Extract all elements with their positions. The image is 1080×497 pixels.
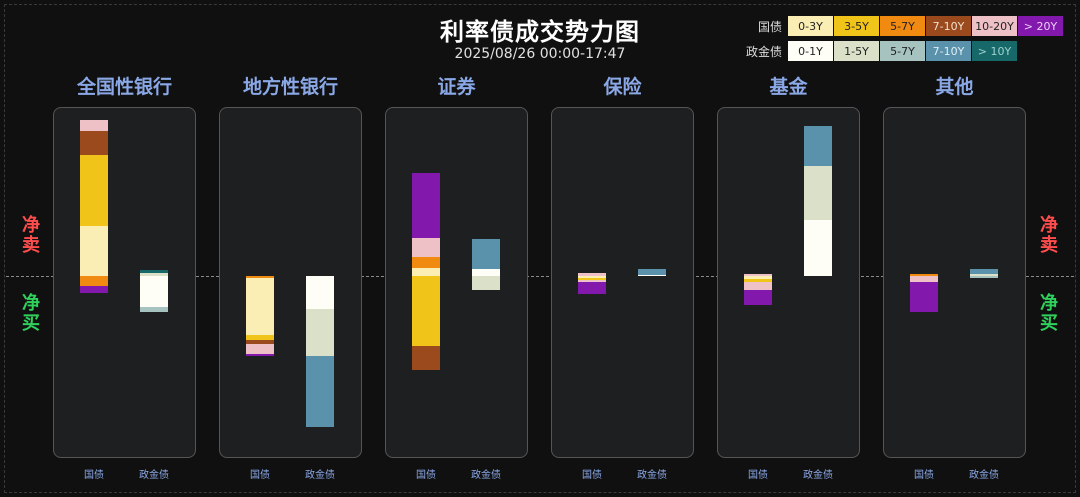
- bar-segment-2-guozhai-0: [412, 268, 440, 276]
- bar-segment-1-guozhai-2: [246, 335, 274, 340]
- legend-zhengjinzhai-swatch-0: 0-1Y: [788, 41, 834, 61]
- bar-segment-2-guozhai-3: [412, 173, 440, 238]
- legend-guozhai-swatch-1: 3-5Y: [834, 16, 880, 36]
- bar-segment-3-guozhai-1: [578, 276, 606, 278]
- legend-guozhai-swatch-4: 10-20Y: [972, 16, 1018, 36]
- sell-label-right: 净卖: [1040, 215, 1058, 256]
- bar-segment-2-zhengjinzhai-1: [472, 239, 500, 269]
- bar-segment-4-zhengjinzhai-0: [804, 220, 832, 276]
- bar-segment-3-guozhai-2: [578, 278, 606, 280]
- bar-segment-1-guozhai-5: [246, 354, 274, 356]
- bar-segment-5-zhengjinzhai-0: [970, 274, 998, 276]
- panel-title-1: 地方性银行: [242, 76, 338, 98]
- bar-segment-0-zhengjinzhai-3: [140, 307, 168, 312]
- legend-zhengjinzhai: 政金债 0-1Y 1-5Y 5-7Y 7-10Y > 10Y: [740, 41, 1018, 61]
- x-label-1-1: 政金债: [305, 470, 335, 481]
- bar-segment-5-zhengjinzhai-1: [970, 269, 998, 274]
- bar-segment-2-guozhai-2: [412, 238, 440, 257]
- bar-segment-0-zhengjinzhai-1: [140, 270, 168, 273]
- bar-segment-4-guozhai-1: [744, 276, 772, 279]
- x-label-3-0: 国债: [582, 470, 602, 481]
- bar-segment-5-guozhai-0: [910, 274, 938, 276]
- legend-guozhai-swatch-2: 5-7Y: [880, 16, 926, 36]
- x-label-0-0: 国债: [84, 470, 104, 481]
- bar-segment-2-guozhai-5: [412, 346, 440, 370]
- legend-guozhai-swatch-3: 7-10Y: [926, 16, 972, 36]
- legend-zhengjinzhai-swatch-3: 7-10Y: [926, 41, 972, 61]
- bar-segment-0-guozhai-1: [80, 155, 108, 226]
- legend-zhengjinzhai-swatch-2: 5-7Y: [880, 41, 926, 61]
- bar-segment-0-guozhai-5: [80, 286, 108, 293]
- bar-segment-1-guozhai-3: [246, 340, 274, 344]
- bar-segment-0-guozhai-4: [80, 276, 108, 286]
- bar-segment-3-guozhai-4: [578, 282, 606, 294]
- panel-title-0: 全国性银行: [76, 76, 172, 98]
- panel-2: [385, 107, 528, 458]
- bar-segment-2-guozhai-4: [412, 276, 440, 346]
- bar-segment-1-guozhai-1: [246, 278, 274, 335]
- bar-segment-3-guozhai-3: [578, 280, 606, 282]
- panel-1: [219, 107, 362, 458]
- legend-guozhai-swatch-5: > 20Y: [1018, 16, 1064, 36]
- x-label-1-0: 国债: [250, 470, 270, 481]
- x-label-0-1: 政金债: [139, 470, 169, 481]
- legend-zhengjinzhai-swatch-1: 1-5Y: [834, 41, 880, 61]
- bar-segment-0-guozhai-0: [80, 226, 108, 276]
- bar-segment-4-guozhai-2: [744, 279, 772, 282]
- bar-segment-5-zhengjinzhai-2: [970, 276, 998, 278]
- legend-guozhai-label: 国债: [757, 19, 782, 34]
- bar-segment-2-zhengjinzhai-2: [472, 276, 500, 290]
- x-label-4-0: 国债: [748, 470, 768, 481]
- bar-segment-3-zhengjinzhai-0: [638, 275, 666, 276]
- bar-segment-0-guozhai-3: [80, 120, 108, 131]
- bar-segment-4-guozhai-3: [744, 282, 772, 290]
- bar-segment-1-guozhai-4: [246, 344, 274, 354]
- bar-segment-0-zhengjinzhai-0: [140, 273, 168, 276]
- bar-segment-0-zhengjinzhai-2: [140, 276, 168, 307]
- zero-line: [6, 276, 1074, 277]
- legend-zhengjinzhai-swatch-4: > 10Y: [972, 41, 1018, 61]
- sell-label-left: 净卖: [22, 215, 40, 256]
- legend-guozhai: 国债 0-3Y 3-5Y 5-7Y 7-10Y 10-20Y > 20Y: [740, 16, 1064, 36]
- panel-4: [717, 107, 860, 458]
- panel-title-4: 基金: [769, 76, 808, 98]
- legend-guozhai-swatch-0: 0-3Y: [788, 16, 834, 36]
- bar-segment-2-guozhai-1: [412, 257, 440, 268]
- bar-segment-4-guozhai-4: [744, 290, 772, 305]
- bar-segment-5-guozhai-1: [910, 276, 938, 282]
- bar-segment-4-zhengjinzhai-2: [804, 126, 832, 166]
- panel-5: [883, 107, 1026, 458]
- x-label-2-1: 政金债: [471, 470, 501, 481]
- bar-segment-1-zhengjinzhai-0: [306, 276, 334, 309]
- panel-3: [551, 107, 694, 458]
- x-label-5-0: 国债: [914, 470, 934, 481]
- bar-segment-3-guozhai-0: [578, 273, 606, 276]
- bar-segment-0-guozhai-2: [80, 131, 108, 155]
- x-label-2-0: 国债: [416, 470, 436, 481]
- panel-title-5: 其他: [935, 76, 974, 98]
- bar-segment-4-guozhai-0: [744, 274, 772, 276]
- bar-segment-1-guozhai-0: [246, 276, 274, 278]
- panel-title-3: 保险: [603, 76, 642, 98]
- chart-frame: [4, 4, 1076, 493]
- x-label-3-1: 政金债: [637, 470, 667, 481]
- chart-subtitle: 2025/08/26 00:00-17:47: [454, 46, 626, 62]
- bar-segment-2-zhengjinzhai-0: [472, 269, 500, 276]
- bar-segment-1-zhengjinzhai-1: [306, 309, 334, 356]
- x-label-5-1: 政金债: [969, 470, 999, 481]
- buy-label-right: 净买: [1040, 293, 1058, 334]
- chart-title: 利率债成交势力图: [440, 18, 640, 46]
- bar-segment-5-guozhai-2: [910, 282, 938, 312]
- bar-segment-1-zhengjinzhai-2: [306, 356, 334, 427]
- panel-0: [53, 107, 196, 458]
- x-label-4-1: 政金债: [803, 470, 833, 481]
- panel-title-2: 证券: [437, 76, 476, 98]
- bar-segment-3-zhengjinzhai-1: [638, 269, 666, 275]
- buy-label-left: 净买: [22, 293, 40, 334]
- bar-segment-4-zhengjinzhai-1: [804, 166, 832, 220]
- legend-zhengjinzhai-label: 政金债: [745, 44, 782, 59]
